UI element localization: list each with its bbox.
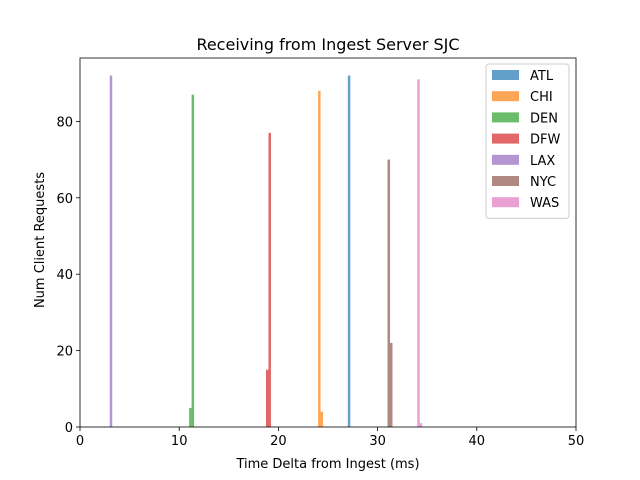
bar-nyc-0 <box>387 159 390 427</box>
x-tick-label: 50 <box>568 434 585 449</box>
axes-layer: 0 10 20 30 40 50 0 20 40 60 80 <box>56 57 585 449</box>
legend-swatch-chi <box>492 91 519 102</box>
bar-nyc-1 <box>390 342 393 427</box>
legend-label-chi: CHI <box>530 90 553 105</box>
y-tick-label: 0 <box>65 421 73 436</box>
bar-dfw-1 <box>268 132 271 427</box>
plot-frame <box>79 57 577 428</box>
legend-swatch-den <box>492 112 519 123</box>
bar-was-1 <box>419 423 423 427</box>
legend-label-was: WAS <box>530 196 559 211</box>
x-tick-label: 0 <box>76 434 84 449</box>
y-tick-label: 60 <box>56 192 73 207</box>
legend-swatch-dfw <box>492 133 519 144</box>
y-tick-label: 40 <box>56 268 73 283</box>
legend-label-lax: LAX <box>530 154 555 169</box>
bar-den-1 <box>191 94 195 427</box>
legend-swatch-was <box>492 197 519 208</box>
legend-label-nyc: NYC <box>530 175 556 190</box>
bar-atl-0 <box>347 75 351 428</box>
bar-chi-1 <box>320 411 324 427</box>
bar-was-0 <box>417 79 420 428</box>
bar-chi-0 <box>318 90 321 428</box>
legend-swatch-atl <box>492 70 519 80</box>
bar-dfw-0 <box>266 369 269 427</box>
bar-lax-0 <box>109 75 113 428</box>
x-axis-title: Time Delta from Ingest (ms) <box>235 457 419 472</box>
legend-swatch-lax <box>492 154 519 165</box>
y-tick-label: 20 <box>56 345 73 360</box>
y-axis-title: Num Client Requests <box>33 172 48 308</box>
legend-label-dfw: DFW <box>530 133 560 148</box>
chart-title: Receiving from Ingest Server SJC <box>196 35 459 54</box>
legend-label-atl: ATL <box>530 69 554 84</box>
bar-den-0 <box>189 407 192 427</box>
bars-layer <box>109 75 423 428</box>
x-tick-label: 30 <box>369 434 386 449</box>
legend-swatch-nyc <box>492 176 519 186</box>
legend-label-den: DEN <box>530 111 558 126</box>
y-tick-label: 80 <box>56 115 73 130</box>
x-tick-label: 40 <box>469 434 486 449</box>
legend: ATL CHI DEN DFW LAX NYC WAS <box>485 63 570 219</box>
x-tick-label: 20 <box>270 434 287 449</box>
x-tick-label: 10 <box>171 434 188 449</box>
